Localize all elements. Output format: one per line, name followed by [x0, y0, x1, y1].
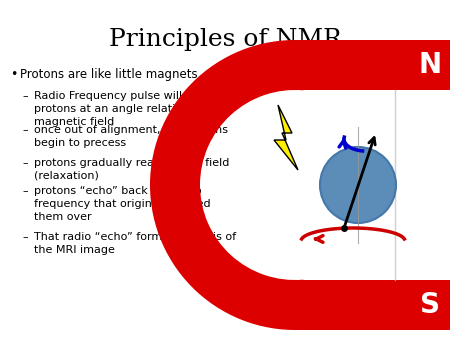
Text: –: –: [22, 158, 27, 168]
FancyBboxPatch shape: [295, 40, 450, 90]
Text: •: •: [10, 68, 18, 81]
FancyBboxPatch shape: [295, 280, 450, 330]
Text: protons gradually realign with field
(relaxation): protons gradually realign with field (re…: [34, 158, 230, 181]
Text: Principles of NMR: Principles of NMR: [108, 28, 342, 51]
Text: –: –: [22, 91, 27, 101]
Text: protons “echo” back the radio
frequency that originally tipped
them over: protons “echo” back the radio frequency …: [34, 186, 211, 222]
Text: –: –: [22, 232, 27, 242]
FancyBboxPatch shape: [380, 90, 450, 280]
Text: –: –: [22, 186, 27, 196]
Wedge shape: [150, 40, 308, 330]
Text: once out of alignment, the protons
begin to precess: once out of alignment, the protons begin…: [34, 125, 228, 148]
Text: Radio Frequency pulse will knock
protons at an angle relative to the
magnetic fi: Radio Frequency pulse will knock protons…: [34, 91, 225, 127]
Text: Protons are like little magnets: Protons are like little magnets: [20, 68, 198, 81]
Text: N: N: [418, 51, 441, 79]
Text: –: –: [22, 125, 27, 135]
Circle shape: [320, 147, 396, 223]
Text: S: S: [420, 291, 440, 319]
Polygon shape: [274, 105, 298, 170]
Text: That radio “echo” forms the basis of
the MRI image: That radio “echo” forms the basis of the…: [34, 232, 236, 255]
